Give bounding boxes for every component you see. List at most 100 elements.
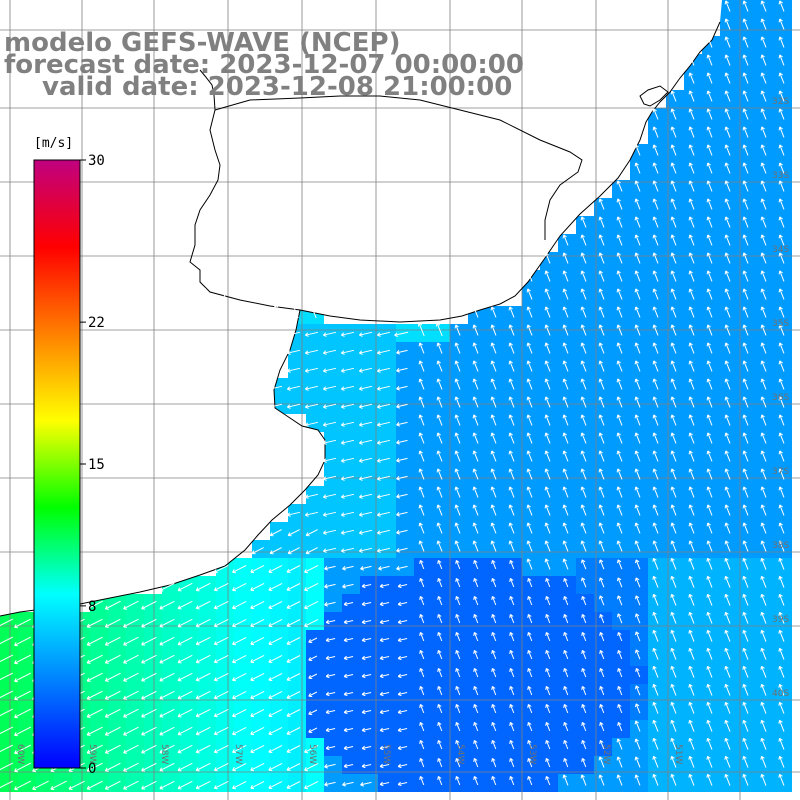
wind-arrow (544, 540, 551, 552)
wind-arrow (760, 557, 767, 570)
wind-arrow (742, 234, 749, 246)
wind-arrow (268, 672, 283, 681)
wind-arrow (581, 577, 587, 588)
wind-arrow (670, 144, 677, 156)
wind-arrow (286, 763, 301, 771)
wind-arrow (760, 198, 767, 210)
wind-arrow (473, 632, 479, 642)
wind-arrow (527, 632, 533, 642)
wind-arrow (473, 560, 479, 570)
wind-arrow (760, 504, 767, 516)
wind-arrow (616, 396, 623, 408)
wind-arrow (436, 504, 443, 516)
wind-arrow (159, 582, 175, 592)
wind-arrow (742, 198, 749, 210)
wind-arrow (670, 180, 677, 192)
wind-arrow (343, 691, 354, 697)
wind-arrow (562, 378, 569, 390)
wind-arrow (104, 744, 121, 754)
wind-arrow (454, 432, 461, 444)
wind-arrow (324, 781, 336, 787)
wind-arrow (418, 342, 425, 354)
wind-arrow (634, 234, 641, 246)
wind-arrow (580, 504, 587, 516)
wind-arrow (670, 719, 677, 732)
wind-arrow (213, 726, 229, 736)
wind-arrow (286, 637, 301, 645)
wind-arrow (394, 331, 409, 337)
wind-arrow (652, 198, 659, 210)
wind-arrow (291, 304, 299, 319)
wind-arrow (778, 432, 785, 444)
wind-arrow (526, 540, 533, 552)
valid-date: valid date: 2023-12-08 21:00:00 (42, 72, 513, 102)
wind-arrow (580, 468, 587, 480)
wind-arrow (742, 414, 749, 426)
wind-arrow (86, 618, 103, 628)
wind-arrow (617, 577, 623, 588)
wind-arrow (213, 672, 229, 682)
wind-arrow (361, 619, 372, 625)
wind-arrow (616, 774, 623, 786)
wind-arrow (688, 629, 695, 642)
wind-arrow (177, 690, 193, 700)
wind-arrow (455, 686, 461, 696)
wind-arrow (617, 704, 623, 714)
wind-arrow (760, 180, 767, 192)
wind-arrow (436, 432, 443, 444)
wind-arrow (652, 342, 659, 354)
wind-arrow (527, 722, 533, 732)
wind-arrow (580, 360, 587, 372)
wind-arrow (617, 668, 623, 678)
wind-arrow (670, 162, 677, 174)
wind-arrow (379, 583, 390, 589)
wind-arrow (304, 582, 319, 592)
wind-arrow (598, 504, 605, 516)
wind-arrow (340, 403, 355, 409)
wind-arrow (268, 636, 283, 645)
wind-arrow (778, 647, 785, 660)
wind-arrow (652, 252, 659, 264)
land-mass-south (0, 0, 325, 616)
wind-arrow (617, 632, 623, 642)
wind-arrow (742, 737, 749, 750)
wind-arrow (688, 162, 695, 174)
wind-arrow (104, 708, 121, 718)
wind-arrow (778, 108, 785, 120)
wind-arrow (688, 234, 695, 246)
wind-arrow (86, 780, 103, 790)
wind-arrow (778, 378, 785, 390)
wind-arrow (598, 774, 605, 786)
wind-arrow (159, 636, 175, 646)
wind-arrow (526, 396, 533, 408)
wind-arrow (580, 324, 587, 336)
wind-arrow (688, 378, 695, 390)
wind-arrow (580, 234, 587, 246)
wind-arrow (724, 360, 731, 372)
wind-arrow (286, 565, 301, 573)
wind-arrow (742, 755, 749, 768)
wind-arrow (86, 744, 103, 754)
wind-arrow (376, 421, 391, 427)
longitude-label: 58W (159, 744, 169, 764)
wind-arrow (724, 737, 731, 750)
wind-arrow (670, 90, 677, 102)
wind-arrow (379, 745, 390, 751)
wind-arrow (491, 776, 497, 786)
wind-arrow (598, 360, 605, 372)
wind-arrow (396, 403, 408, 409)
wind-arrow (724, 522, 731, 534)
wind-arrow (760, 414, 767, 426)
longitude-label: 52W (601, 744, 611, 764)
wind-arrow (778, 0, 785, 12)
wind-arrow (509, 632, 515, 642)
latitude-label: 33S (772, 171, 789, 181)
wind-arrow (472, 360, 479, 372)
wind-arrow (706, 234, 713, 246)
wind-arrow (760, 773, 767, 786)
wind-arrow (325, 745, 336, 751)
wind-arrow (617, 559, 623, 570)
wind-arrow (670, 504, 677, 516)
wind-arrow (742, 611, 749, 624)
wind-arrow (724, 683, 731, 696)
